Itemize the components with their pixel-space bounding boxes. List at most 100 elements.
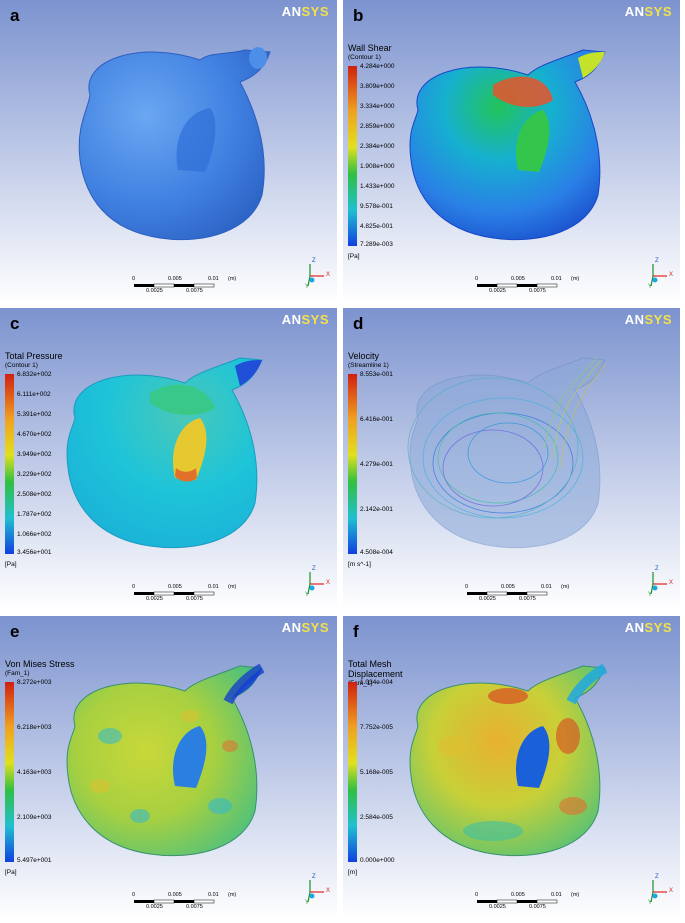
scale-label-0: 0 [465, 584, 469, 590]
legend-tick-label: 3.456e+001 [17, 549, 52, 556]
legend-title: Total Pressure [5, 351, 63, 361]
panel-label: c [10, 314, 20, 333]
legend-units: [Pa] [5, 869, 17, 876]
axis-triad-icon [650, 572, 667, 595]
scale-label-quarter: 0.0025 [146, 904, 163, 910]
scale-unit: (m) [228, 276, 237, 282]
axis-y-label: Y [305, 592, 310, 598]
axis-x-label: X [326, 580, 331, 586]
scale-label-mid: 0.005 [168, 892, 182, 898]
legend-tick-label: 4.284e+000 [360, 63, 395, 70]
panel-c: c ANSYS Total Pressure (Contour 1) 6.832… [0, 308, 337, 611]
color-legend: Von Mises Stress (Fam_1) 8.272e+003 6.21… [5, 659, 95, 876]
scale-label-max: 0.01 [551, 892, 562, 898]
axis-triad: Z X Y [645, 874, 675, 906]
legend-color-bar [348, 66, 357, 246]
axis-x-label: X [669, 580, 674, 586]
legend-tick-label: 0.000e+000 [360, 857, 395, 864]
aneurysm-render [343, 308, 680, 611]
scale-label-mid: 0.005 [511, 892, 525, 898]
axis-z-label: Z [655, 874, 659, 880]
axis-z-label: Z [312, 874, 316, 880]
scale-label-quarter: 0.0025 [479, 596, 496, 602]
legend-subtitle: (Contour 1) [5, 362, 38, 369]
legend-tick-label: 5.391e+002 [17, 411, 52, 418]
scale-label-mid: 0.005 [511, 276, 525, 282]
scale-bar-graphic [477, 899, 558, 904]
legend-subtitle: (Contour 1) [348, 54, 381, 61]
panel-d: d ANSYS Velocity (Streamline 1) 8.553e-0… [343, 308, 680, 611]
legend-units: [Pa] [348, 253, 360, 260]
axis-y-label: Y [648, 592, 653, 598]
legend-subtitle: (Fam_1) [348, 680, 373, 687]
ansys-logo: ANSYS [281, 4, 329, 19]
color-legend: Wall Shear (Contour 1) 4.284e+000 3.809e… [348, 43, 438, 260]
legend-tick-label: 6.218e+003 [17, 724, 52, 731]
scale-label-three-quarter: 0.0075 [186, 288, 203, 294]
scale-bar-graphic [477, 283, 558, 288]
scale-bar-graphic [134, 899, 215, 904]
legend-tick-label: 8.553e-001 [360, 371, 393, 378]
scale-label-three-quarter: 0.0075 [186, 596, 203, 602]
scale-bar: 0 0.005 0.01 (m) 0.0025 0.0075 [132, 276, 272, 296]
ansys-logo: ANSYS [281, 620, 329, 635]
legend-tick-label: 4.670e+002 [17, 431, 52, 438]
legend-tick-label: 2.584e-005 [360, 814, 393, 821]
scale-label-quarter: 0.0025 [489, 288, 506, 294]
legend-units: [Pa] [5, 561, 17, 568]
legend-tick-label: 3.809e+000 [360, 83, 395, 90]
aneurysm-render [0, 616, 337, 919]
ansys-logo: ANSYS [624, 312, 672, 327]
scale-unit: (m) [561, 584, 570, 590]
color-legend: Velocity (Streamline 1) 8.553e-001 6.416… [348, 351, 438, 568]
aneurysm-render [343, 0, 680, 303]
scale-label-0: 0 [475, 892, 479, 898]
legend-color-bar [5, 374, 14, 554]
legend-tick-label: 1.066e+002 [17, 531, 52, 538]
panel-label: b [353, 6, 364, 25]
scale-unit: (m) [571, 276, 580, 282]
axis-triad-icon [650, 880, 667, 903]
legend-tick-label: 6.111e+002 [17, 391, 51, 398]
scale-label-max: 0.01 [208, 276, 219, 282]
legend-tick-label: 5.168e-005 [360, 769, 393, 776]
axis-triad-icon [307, 572, 324, 595]
panel-a: a ANSYS 0 0.005 0.01 (m) 0.0025 0.0075 Z… [0, 0, 337, 303]
legend-tick-label: 3.949e+002 [17, 451, 52, 458]
axis-triad: Z X Y [302, 874, 332, 906]
axis-triad-icon [307, 264, 324, 287]
axis-x-label: X [326, 888, 331, 894]
legend-tick-label: 1.433e+000 [360, 183, 395, 190]
aneurysm-render [0, 308, 337, 611]
scale-label-quarter: 0.0025 [146, 596, 163, 602]
legend-tick-label: 1.908e+000 [360, 163, 395, 170]
axis-x-label: X [326, 272, 331, 278]
legend-tick-label: 7.752e-005 [360, 724, 393, 731]
axis-triad: Z X Y [302, 258, 332, 290]
panel-label: f [353, 622, 359, 641]
scale-label-three-quarter: 0.0075 [186, 904, 203, 910]
legend-tick-label: 6.832e+002 [17, 371, 52, 378]
legend-tick-label: 6.416e-001 [360, 416, 393, 423]
legend-tick-label: 2.508e+002 [17, 491, 52, 498]
legend-tick-label: 8.272e+003 [17, 679, 52, 686]
scale-bar: 0 0.005 0.01 (m) 0.0025 0.0075 [132, 892, 272, 912]
axis-y-label: Y [648, 284, 653, 290]
panel-label: a [10, 6, 20, 25]
scale-label-three-quarter: 0.0075 [529, 904, 546, 910]
legend-title: Velocity [348, 351, 380, 361]
legend-tick-label: 4.163e+003 [17, 769, 52, 776]
scale-bar: 0 0.005 0.01 (m) 0.0025 0.0075 [132, 584, 272, 604]
legend-tick-label: 2.142e-001 [360, 506, 393, 513]
scale-bar: 0 0.005 0.01 (m) 0.0025 0.0075 [465, 584, 605, 604]
legend-tick-label: 3.334e+000 [360, 103, 395, 110]
aneurysm-render [0, 0, 337, 303]
legend-title: Von Mises Stress [5, 659, 75, 669]
scale-bar: 0 0.005 0.01 (m) 0.0025 0.0075 [475, 276, 615, 296]
panel-f: f ANSYS Total Mesh Displacement (Fam_1) … [343, 616, 680, 919]
axis-z-label: Z [312, 258, 316, 264]
ansys-logo: ANSYS [281, 312, 329, 327]
axis-y-label: Y [305, 284, 310, 290]
scale-unit: (m) [228, 584, 237, 590]
